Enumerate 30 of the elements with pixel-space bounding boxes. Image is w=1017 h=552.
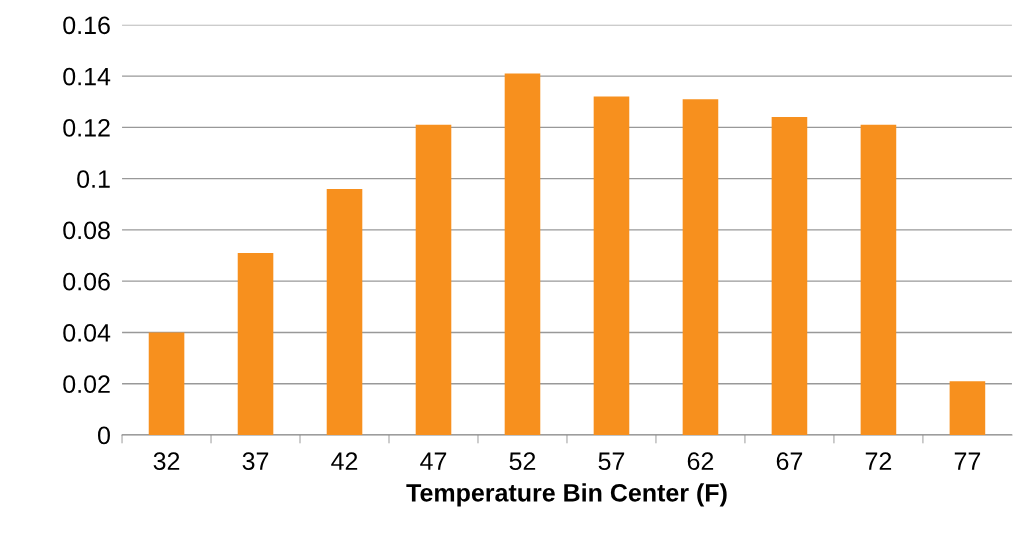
bar <box>771 117 808 435</box>
y-tick-label: 0.14 <box>63 67 111 86</box>
y-tick-label: 0.16 <box>63 16 110 35</box>
x-tick-label: 32 <box>153 452 180 471</box>
x-tick-label: 67 <box>776 452 803 471</box>
x-tick-label: 47 <box>420 452 447 470</box>
x-tick-label: 77 <box>954 452 981 470</box>
x-tick-label: 62 <box>687 452 714 471</box>
bar <box>415 124 452 435</box>
bar <box>949 381 986 435</box>
x-tick-label: 37 <box>242 452 269 471</box>
x-axis-title: Temperature Bin Center (F) <box>406 483 727 507</box>
x-tick-label: 52 <box>509 452 536 471</box>
y-tick-label: 0.1 <box>77 170 110 188</box>
x-tick-label: 57 <box>598 452 625 471</box>
y-tick-label: 0.02 <box>63 375 110 394</box>
x-tick-label: 72 <box>865 452 892 470</box>
bar <box>237 252 274 435</box>
bar <box>682 99 719 435</box>
bar <box>148 332 185 435</box>
y-tick-label: 0.06 <box>63 272 110 291</box>
bar <box>860 124 897 435</box>
bar <box>326 188 363 435</box>
x-tick-label: 42 <box>331 452 358 470</box>
y-tick-label: 0.12 <box>63 118 110 137</box>
bar <box>593 96 630 435</box>
y-tick-label: 0 <box>98 426 110 445</box>
bar <box>504 73 541 435</box>
y-tick-label: 0.08 <box>63 221 110 240</box>
y-tick-label: 0.04 <box>63 324 111 342</box>
